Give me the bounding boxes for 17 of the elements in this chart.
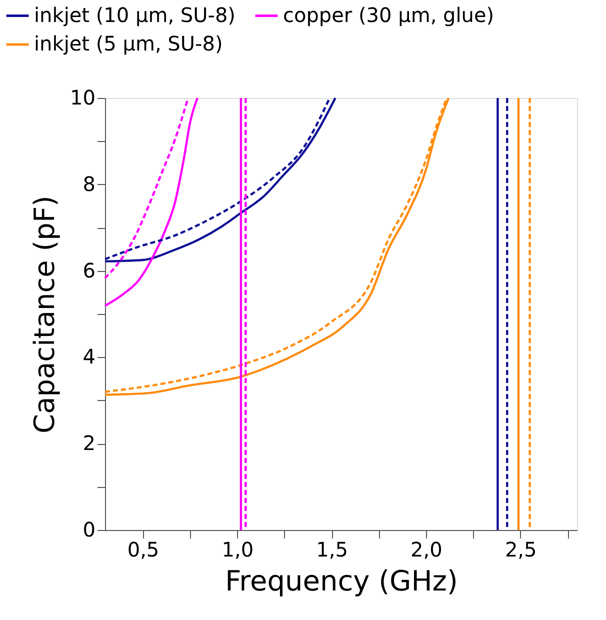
y-tick-label: 4 [82,344,96,369]
x-tick-label: 2,0 [410,538,442,562]
y-axis-title: Capacitance (pF) [28,196,62,434]
legend-label: copper (30 µm, glue) [283,2,494,27]
x-tick-label: 2,5 [504,538,537,562]
x-tick-label: 0,5 [127,538,160,562]
y-tick-label: 6 [82,258,96,282]
x-axis-title: Frequency (GHz) [225,564,458,598]
y-tick-label: 2 [82,431,96,456]
y-tick-label: 8 [82,172,96,196]
legend-label: inkjet (5 µm, SU-8) [34,32,223,56]
x-tick-label: 1,0 [222,538,254,562]
x-tick-label: 1,5 [316,538,348,562]
y-tick-label: 10 [70,86,96,110]
y-tick-label: 0 [82,518,96,542]
legend-label: inkjet (10 µm, SU-8) [34,2,236,27]
line-series [104,96,199,307]
